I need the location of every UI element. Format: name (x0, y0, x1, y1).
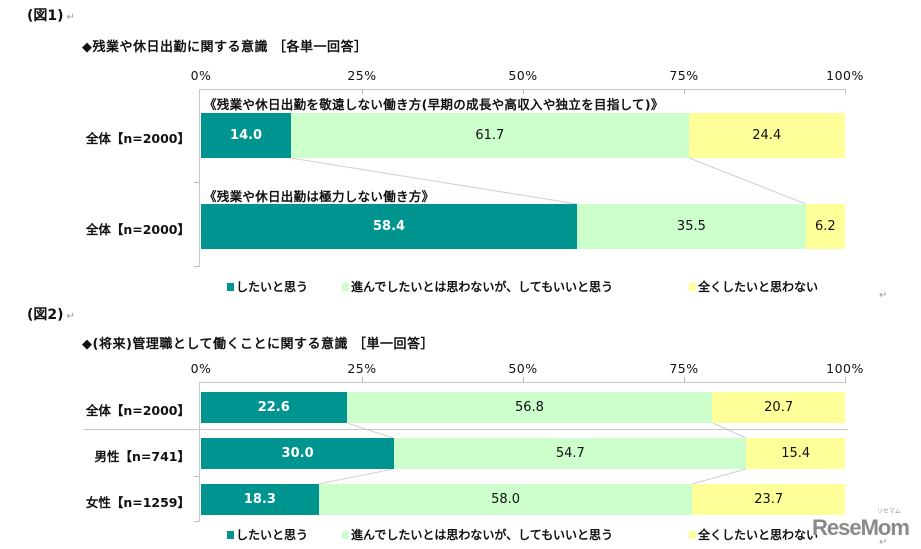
figure1-row1-sublabel: 《残業や休日出勤を敬遠しない働き方(早期の成長や高収入や独立を目指して)》 (204, 97, 664, 112)
figure2-group-separator (83, 429, 848, 430)
bar-segment-neutral: 56.8 (346, 392, 713, 423)
bar-segment-want: 14.0 (201, 113, 292, 158)
figure2-legend: したいと思う 進んでしたいとは思わないが、してもいいと思う 全くしたいと思わない (0, 526, 921, 544)
figure2-tickmark (523, 377, 524, 382)
figure2-row2-label: 男性【n=741】 (94, 449, 190, 464)
figure1-tick-50: 50% (508, 68, 538, 83)
bar-segment-neutral: 35.5 (577, 204, 806, 249)
bar-segment-neutral: 61.7 (291, 113, 689, 158)
legend-label: 進んでしたいとは思わないが、してもいいと思う (351, 528, 613, 542)
legend-swatch-green (342, 530, 349, 539)
figure2-x-axis (199, 382, 846, 383)
legend-label: したいと思う (236, 528, 309, 542)
figure1-title: ◆残業や休日出勤に関する意識 ［各単一回答］ (82, 40, 368, 55)
bar-segment-not-want: 6.2 (805, 204, 845, 249)
legend-item-neutral: 進んでしたいとは思わないが、してもいいと思う (342, 526, 613, 543)
figure2-label-text: (図2) (27, 307, 64, 323)
legend-item-want: したいと思う (227, 278, 308, 295)
watermark-sub: リセマム (876, 508, 901, 515)
figure2-tick-25: 25% (347, 361, 377, 376)
bar-segment-not-want: 23.7 (692, 484, 845, 515)
legend-label: 全くしたいと思わない (698, 528, 819, 542)
legend-swatch-yellow (689, 530, 696, 539)
bar-segment-not-want: 24.4 (688, 113, 845, 158)
bar-segment-want: 22.6 (201, 392, 347, 423)
figure1-row2-bar: 58.4 35.5 6.2 (201, 204, 845, 249)
figure2-row1-bar: 22.6 56.8 20.7 (201, 392, 845, 423)
figure2-tickmark (684, 377, 685, 382)
figure2-title: ◆(将来)管理職として働くことに関する意識 ［単一回答］ (82, 337, 435, 352)
legend-swatch-yellow (689, 282, 696, 291)
resemom-watermark: リセマム ReseMom (812, 506, 910, 541)
figure1-label: (図1) ↵ (27, 5, 75, 25)
figure2-row1-label: 全体【n=2000】 (85, 403, 190, 418)
bar-segment-want: 58.4 (201, 204, 578, 249)
figure2-row3-label: 女性【n=1259】 (85, 495, 190, 510)
bar-segment-want: 18.3 (201, 484, 319, 515)
figure1-tickmark (684, 89, 685, 94)
legend-swatch-teal (227, 282, 234, 291)
bar-segment-neutral: 54.7 (394, 438, 747, 469)
bar-segment-want: 30.0 (201, 438, 395, 469)
figure1-y-axis (199, 89, 200, 267)
figure2-tick-75: 75% (669, 361, 699, 376)
figure1-y-tickmark (194, 182, 199, 183)
figure2-tick-100: 100% (826, 361, 864, 376)
figure1-tick-0: 0% (190, 68, 212, 83)
figure1-row1-label: 全体【n=2000】 (85, 131, 190, 146)
figure1-tickmark (523, 89, 524, 94)
figure1-y-tickmark (194, 266, 199, 267)
figure2-tickmark (845, 377, 846, 382)
watermark-logo: ReseMom (812, 515, 910, 540)
legend-label: 全くしたいと思わない (698, 280, 819, 294)
legend-swatch-green (342, 282, 349, 291)
return-mark: ↵ (66, 311, 75, 322)
figure2-y-tickmark (194, 521, 199, 522)
figure1-tick-25: 25% (347, 68, 377, 83)
figure2-tick-50: 50% (508, 361, 538, 376)
legend-item-not-want: 全くしたいと思わない (689, 526, 818, 543)
legend-item-not-want: 全くしたいと思わない (689, 278, 818, 295)
bar-segment-not-want: 20.7 (712, 392, 845, 423)
bar-segment-not-want: 15.4 (746, 438, 845, 469)
figure1-label-text: (図1) (27, 8, 64, 24)
figure2-row2-bar: 30.0 54.7 15.4 (201, 438, 845, 469)
figure1-x-axis (199, 89, 846, 90)
figure1-row2-sublabel: 《残業や休日出勤は極力しない働き方》 (204, 189, 435, 204)
bar-segment-neutral: 58.0 (318, 484, 693, 515)
figure1-row1-bar: 14.0 61.7 24.4 (201, 113, 845, 158)
legend-item-want: したいと思う (227, 526, 308, 543)
figure1-legend: したいと思う 進んでしたいとは思わないが、してもいいと思う 全くしたいと思わない (0, 278, 921, 296)
figure1-tickmark (845, 89, 846, 94)
figure2-tickmark (362, 377, 363, 382)
legend-swatch-teal (227, 530, 234, 539)
legend-label: 進んでしたいとは思わないが、してもいいと思う (351, 280, 613, 294)
return-mark: ↵ (66, 12, 75, 23)
figure1-row2-label: 全体【n=2000】 (85, 222, 190, 237)
return-mark: ↵ (879, 290, 888, 301)
figure1-tickmark (362, 89, 363, 94)
return-mark: ↵ (879, 537, 888, 548)
legend-item-neutral: 進んでしたいとは思わないが、してもいいと思う (342, 278, 613, 295)
figure2-label: (図2) ↵ (27, 304, 75, 324)
figure1-tick-100: 100% (826, 68, 864, 83)
figure2-y-axis (199, 382, 200, 522)
figure2-row3-bar: 18.3 58.0 23.7 (201, 484, 845, 515)
figure2-tick-0: 0% (190, 361, 212, 376)
legend-label: したいと思う (236, 280, 309, 294)
figure2-y-tickmark (194, 476, 199, 477)
figure1-tick-75: 75% (669, 68, 699, 83)
